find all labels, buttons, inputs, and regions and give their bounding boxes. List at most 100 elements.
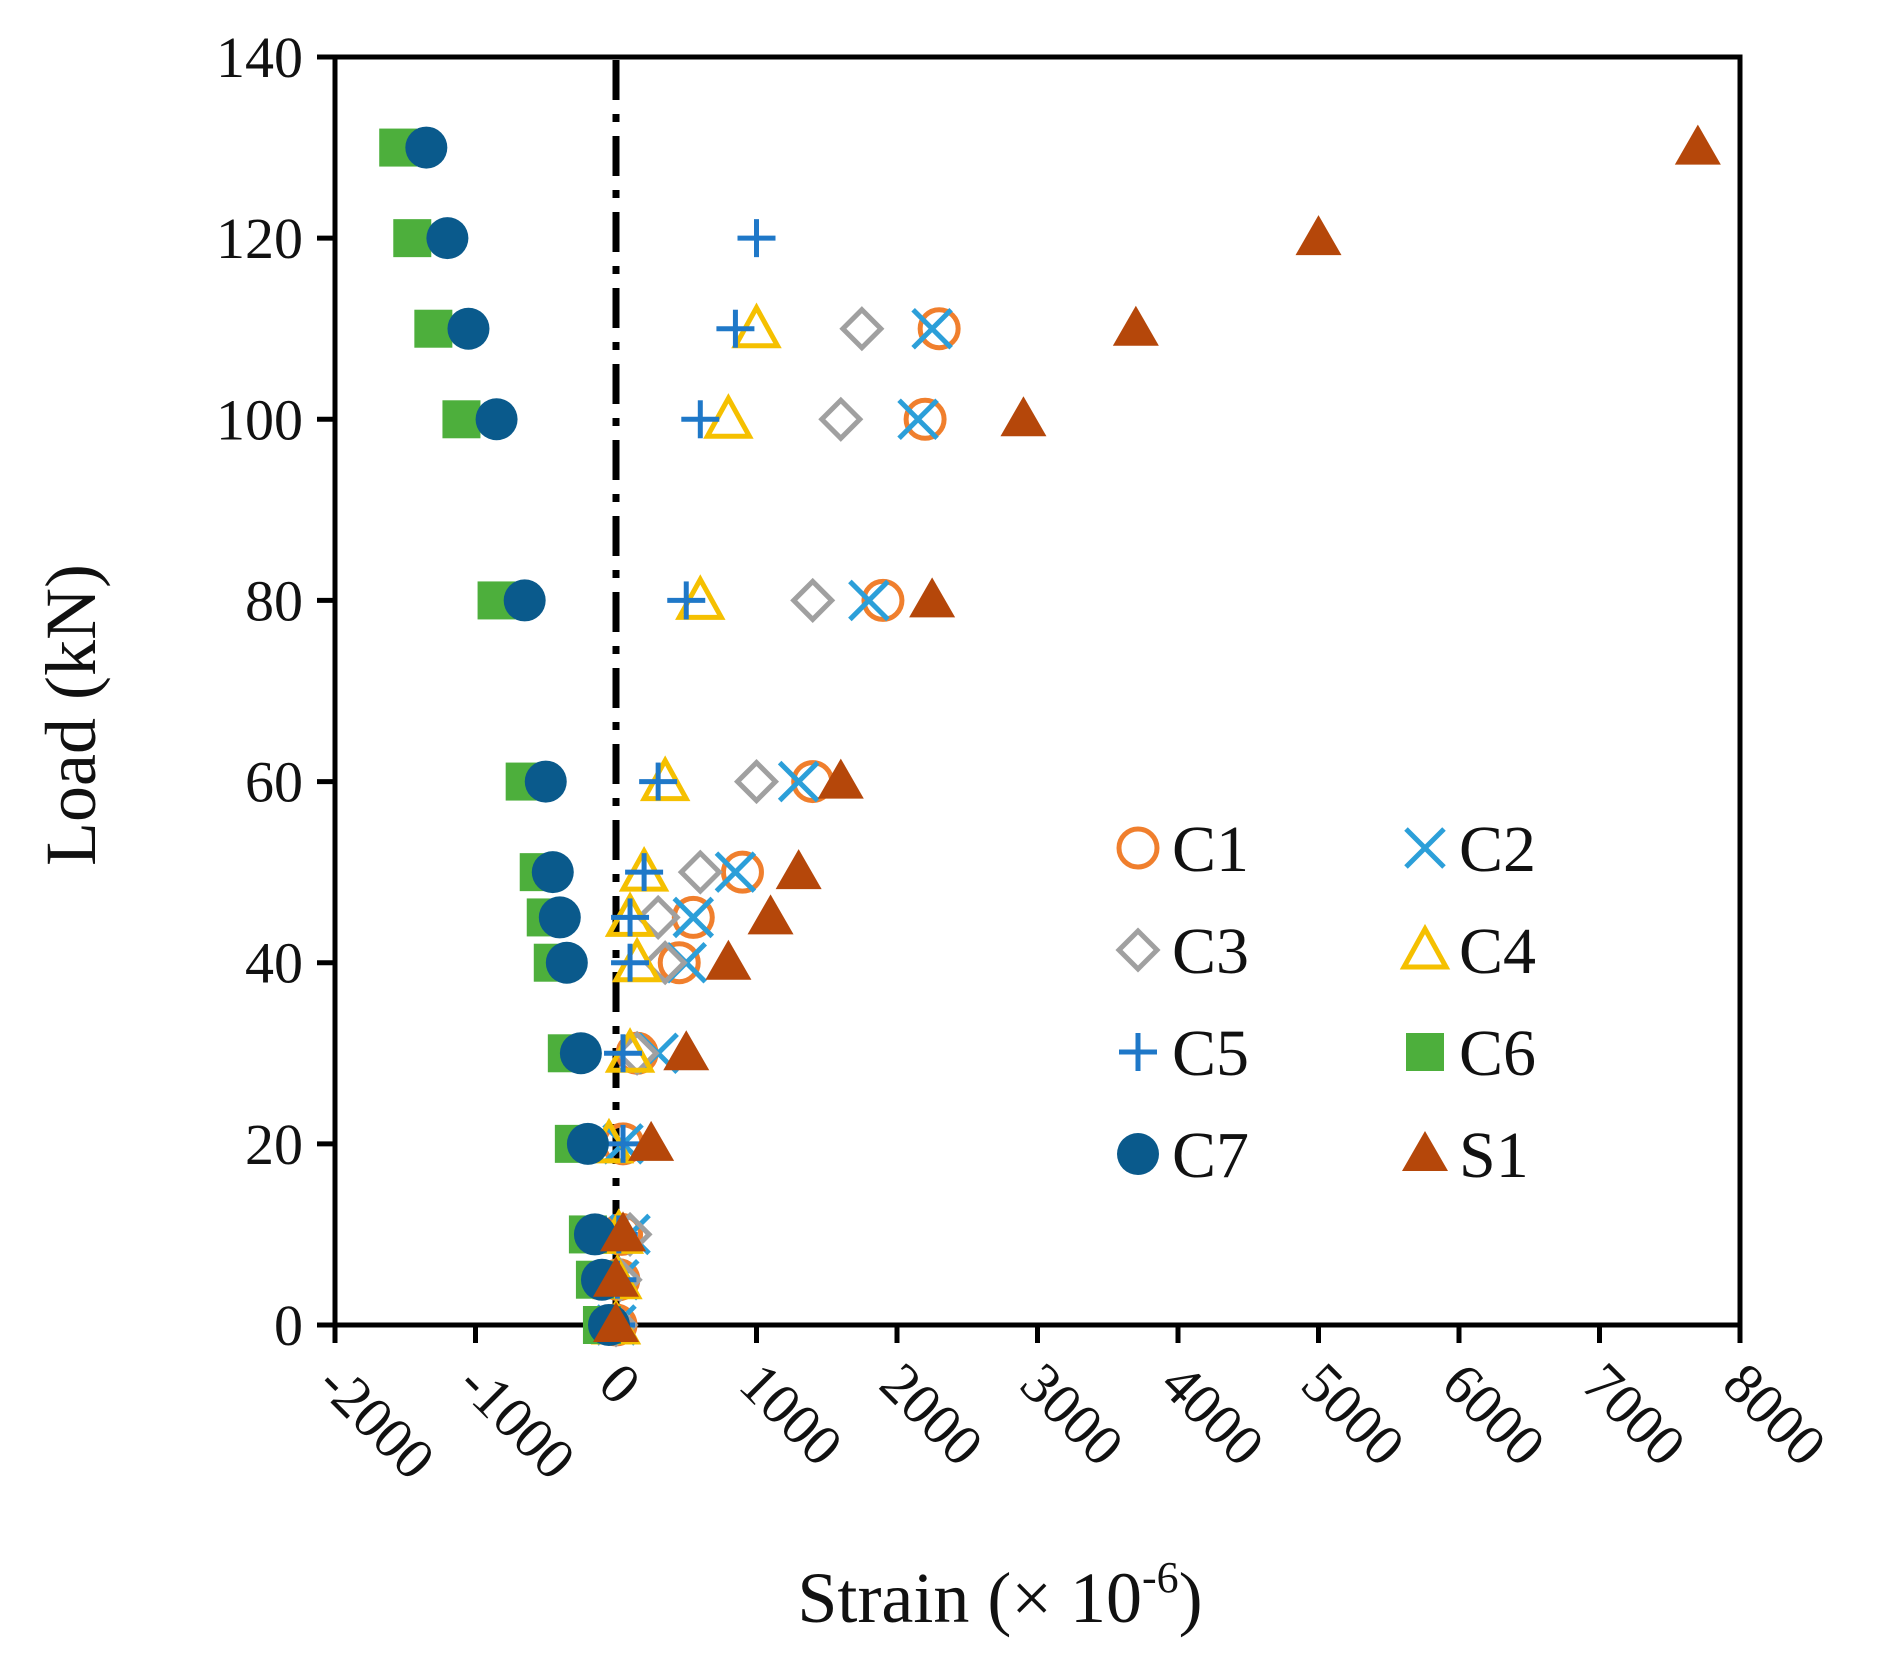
- x-tick-label: 2000: [868, 1350, 996, 1478]
- series-c3: [593, 306, 885, 1348]
- legend-marker-c2: [1404, 827, 1446, 869]
- point-s1: [1112, 305, 1159, 346]
- y-tick-label: 40: [245, 931, 303, 996]
- x-tick-label: 1000: [727, 1350, 855, 1478]
- y-tick-label: 140: [216, 25, 303, 90]
- x-tick-label: 5000: [1289, 1350, 1417, 1478]
- point-c3: [839, 306, 885, 352]
- point-s1: [817, 758, 864, 799]
- point-s1: [705, 939, 752, 980]
- legend-label: C4: [1459, 915, 1536, 988]
- point-c2: [714, 851, 757, 893]
- point-c2: [897, 398, 939, 441]
- point-s1: [747, 894, 794, 935]
- point-c7: [524, 760, 567, 803]
- legend-item-c5: C5: [1119, 1017, 1249, 1090]
- point-c6: [442, 400, 481, 439]
- point-c7: [475, 398, 518, 441]
- point-c3: [635, 894, 681, 940]
- x-tick-label: 0: [587, 1350, 653, 1416]
- point-s1: [593, 1302, 639, 1342]
- point-s1: [628, 1120, 675, 1161]
- legend-marker-c5: [1119, 1033, 1157, 1071]
- x-tick-label: -1000: [446, 1350, 588, 1492]
- series-c7: [405, 126, 630, 1346]
- point-c5: [625, 853, 664, 892]
- legend-item-c6: C6: [1406, 1017, 1536, 1090]
- y-axis-ticks: 0 20 40 60 80 100 120 140: [216, 25, 335, 1358]
- plot-frame: [332, 54, 1743, 1328]
- point-s1: [593, 1256, 639, 1297]
- series-s1: [593, 124, 1721, 1342]
- point-c1: [720, 850, 764, 894]
- point-c5: [716, 309, 755, 348]
- x-axis-title: Strain (× 10-6): [797, 1553, 1202, 1638]
- point-c3: [677, 849, 723, 895]
- legend-label: C3: [1172, 915, 1249, 988]
- legend-item-c2: C2: [1404, 813, 1536, 886]
- legend: C1 C2 C3 C4 C5 C6 C7 S1: [1115, 813, 1536, 1192]
- x-tick-label: 4000: [1149, 1350, 1277, 1478]
- point-c2: [777, 760, 820, 803]
- data-markers: [379, 124, 1721, 1348]
- legend-label: C1: [1172, 813, 1249, 886]
- legend-label: C7: [1172, 1119, 1249, 1192]
- point-c6: [414, 309, 453, 348]
- legend-label: C5: [1172, 1017, 1249, 1090]
- x-tick-label: 6000: [1430, 1350, 1558, 1478]
- x-axis-title-exponent: -6: [1142, 1553, 1179, 1602]
- point-c5: [737, 219, 776, 258]
- plot-area: [332, 54, 1743, 1328]
- point-c1: [917, 307, 961, 351]
- point-s1: [909, 577, 956, 618]
- x-axis-title-main: Strain (× 10: [797, 1558, 1142, 1638]
- point-c7: [426, 217, 469, 260]
- point-c7: [545, 941, 588, 984]
- legend-marker-c1: [1116, 826, 1160, 870]
- point-c3: [818, 396, 864, 442]
- point-c7: [566, 1122, 609, 1165]
- point-c6: [393, 219, 432, 258]
- legend-item-c7: C7: [1117, 1119, 1249, 1192]
- x-tick-label: 8000: [1711, 1350, 1839, 1478]
- legend-item-s1: S1: [1402, 1119, 1529, 1192]
- legend-item-c4: C4: [1399, 915, 1536, 988]
- point-c1: [903, 397, 947, 441]
- point-c1: [861, 578, 905, 622]
- point-c7: [531, 851, 574, 894]
- legend-marker-c3: [1115, 927, 1161, 973]
- y-tick-label: 0: [274, 1293, 303, 1358]
- legend-marker-c6: [1406, 1033, 1444, 1071]
- point-c3: [642, 940, 688, 986]
- point-c5: [681, 400, 720, 439]
- legend-marker-c4: [1399, 923, 1451, 970]
- point-c3: [733, 759, 780, 805]
- y-tick-label: 60: [245, 750, 303, 815]
- series-c5: [597, 219, 776, 1344]
- point-s1: [663, 1030, 710, 1071]
- y-axis-title: Load (kN): [31, 564, 111, 866]
- series-c2: [595, 307, 953, 1346]
- legend-item-c1: C1: [1116, 813, 1249, 886]
- x-tick-label: 7000: [1570, 1350, 1698, 1478]
- point-c2: [848, 579, 890, 622]
- point-c7: [447, 307, 490, 350]
- point-s1: [1295, 215, 1342, 256]
- point-c7: [538, 896, 581, 939]
- point-c5: [611, 943, 650, 982]
- legend-marker-c7: [1117, 1133, 1159, 1175]
- point-c7: [405, 126, 448, 169]
- y-tick-label: 120: [216, 206, 303, 271]
- point-s1: [1674, 124, 1721, 165]
- y-tick-label: 80: [245, 568, 303, 633]
- x-tick-label: -2000: [306, 1350, 448, 1492]
- point-c2: [911, 307, 953, 350]
- point-c7: [503, 579, 546, 622]
- point-s1: [1000, 396, 1047, 437]
- point-c3: [790, 577, 836, 623]
- legend-marker-s1: [1402, 1131, 1448, 1171]
- point-c5: [667, 581, 706, 620]
- point-c1: [657, 941, 701, 985]
